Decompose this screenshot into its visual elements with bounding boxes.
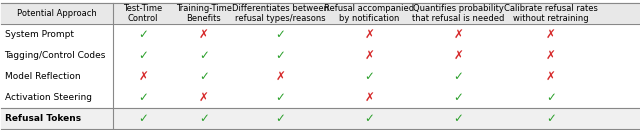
Text: ✗: ✗ [364,91,374,104]
Text: ✓: ✓ [275,49,285,62]
Text: Potential Approach: Potential Approach [17,9,97,18]
Bar [1,24,639,45]
Text: ✓: ✓ [454,91,463,104]
Text: ✓: ✓ [138,49,148,62]
Text: Test-Time
Control: Test-Time Control [124,4,163,23]
Text: ✓: ✓ [364,112,374,125]
Text: ✗: ✗ [546,49,556,62]
Text: ✓: ✓ [546,112,556,125]
Text: Refusal Tokens: Refusal Tokens [4,114,81,123]
Text: ✓: ✓ [454,70,463,83]
Text: ✗: ✗ [138,70,148,83]
Bar [1,66,639,87]
Text: ✗: ✗ [275,70,285,83]
Text: System Prompt: System Prompt [4,30,74,39]
Text: Refusal accompanied
by notification: Refusal accompanied by notification [324,4,415,23]
Text: ✓: ✓ [138,28,148,41]
Text: ✓: ✓ [454,112,463,125]
Text: Quantifies probability
that refusal is needed: Quantifies probability that refusal is n… [412,4,505,23]
Text: Activation Steering: Activation Steering [4,93,92,102]
Bar [1,3,639,24]
Text: ✓: ✓ [199,112,209,125]
Text: Calibrate refusal rates
without retraining: Calibrate refusal rates without retraini… [504,4,598,23]
Text: Differentiates between
refusal types/reasons: Differentiates between refusal types/rea… [232,4,329,23]
Text: ✓: ✓ [275,28,285,41]
Bar [1,87,639,108]
Text: Tagging/Control Codes: Tagging/Control Codes [4,51,106,60]
Text: ✓: ✓ [138,91,148,104]
Text: ✓: ✓ [138,112,148,125]
Bar [1,45,639,66]
Text: ✗: ✗ [454,28,463,41]
Bar [1,108,639,129]
Text: ✓: ✓ [199,49,209,62]
Text: ✓: ✓ [364,70,374,83]
Text: ✓: ✓ [275,91,285,104]
Text: ✗: ✗ [364,28,374,41]
Text: ✓: ✓ [275,112,285,125]
Text: Training-Time
Benefits: Training-Time Benefits [176,4,232,23]
Text: ✓: ✓ [546,91,556,104]
Text: ✗: ✗ [364,49,374,62]
Text: ✓: ✓ [199,70,209,83]
Text: ✗: ✗ [454,49,463,62]
Text: Model Reflection: Model Reflection [4,72,80,81]
Text: ✗: ✗ [199,28,209,41]
Text: ✗: ✗ [199,91,209,104]
Text: ✗: ✗ [546,28,556,41]
Text: ✗: ✗ [546,70,556,83]
